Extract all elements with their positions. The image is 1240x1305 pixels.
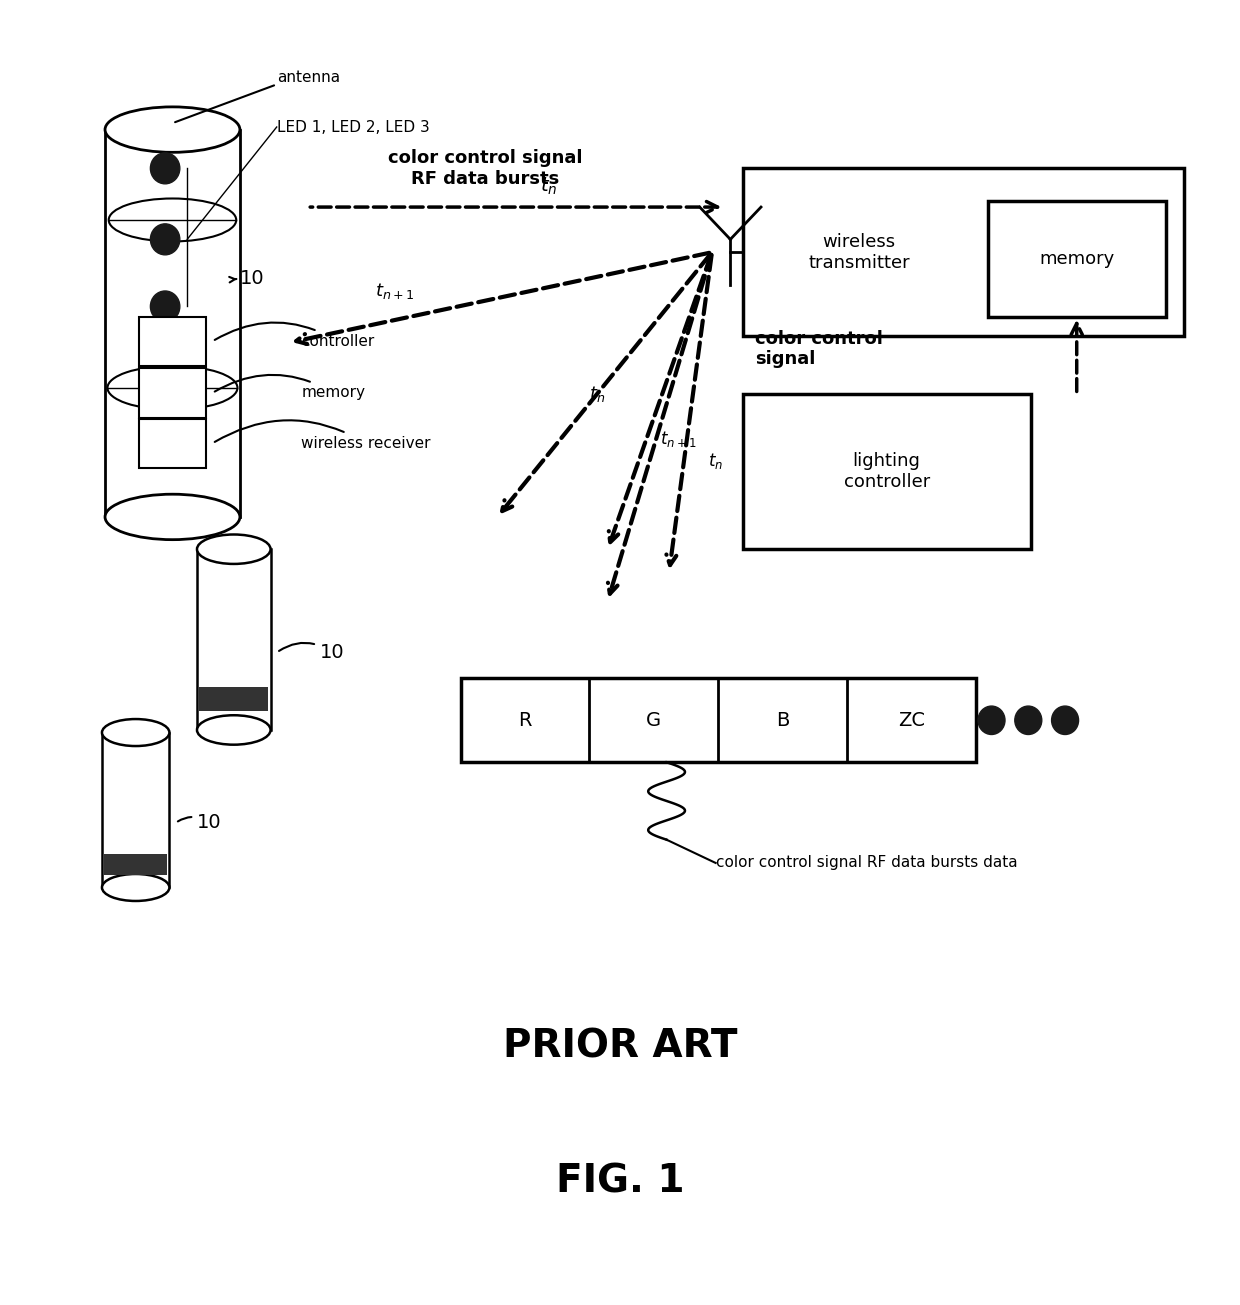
Bar — [139, 419, 206, 468]
Text: wireless
transmitter: wireless transmitter — [808, 232, 910, 271]
Circle shape — [1014, 706, 1042, 735]
Bar — [105, 129, 239, 517]
Text: wireless receiver: wireless receiver — [215, 420, 430, 450]
Bar — [988, 201, 1166, 317]
Circle shape — [150, 153, 180, 184]
Circle shape — [150, 224, 180, 254]
Text: memory: memory — [215, 375, 366, 401]
Ellipse shape — [197, 715, 270, 745]
Text: $t_{n+1}$: $t_{n+1}$ — [374, 281, 414, 301]
Ellipse shape — [197, 535, 270, 564]
Text: $t_n$: $t_n$ — [589, 384, 605, 405]
Text: B: B — [776, 711, 789, 729]
Text: 10: 10 — [279, 643, 345, 662]
Bar — [102, 732, 170, 887]
Circle shape — [978, 706, 1004, 735]
Ellipse shape — [102, 719, 170, 746]
Text: ZC: ZC — [898, 711, 925, 729]
Text: 10: 10 — [239, 269, 264, 287]
Text: PRIOR ART: PRIOR ART — [502, 1027, 738, 1065]
Ellipse shape — [105, 495, 239, 540]
Text: R: R — [518, 711, 532, 729]
Text: $t_{n+1}$: $t_{n+1}$ — [661, 429, 697, 449]
Text: controller: controller — [215, 322, 374, 348]
Bar — [200, 688, 268, 711]
Text: lighting
controller: lighting controller — [843, 453, 930, 491]
Text: memory: memory — [1039, 249, 1115, 268]
Text: $t_n$: $t_n$ — [541, 175, 558, 197]
Text: color control signal RF data bursts data: color control signal RF data bursts data — [715, 856, 1017, 870]
Text: FIG. 1: FIG. 1 — [556, 1163, 684, 1201]
Bar — [743, 394, 1030, 549]
Circle shape — [1052, 706, 1079, 735]
Text: color control signal
RF data bursts: color control signal RF data bursts — [388, 149, 583, 188]
Bar — [460, 679, 976, 762]
Bar — [197, 549, 270, 729]
Bar — [139, 317, 206, 365]
Text: LED 1, LED 2, LED 3: LED 1, LED 2, LED 3 — [277, 120, 429, 134]
Text: $t_n$: $t_n$ — [708, 452, 723, 471]
Text: G: G — [646, 711, 661, 729]
Bar — [104, 853, 167, 874]
Circle shape — [150, 291, 180, 322]
Bar — [743, 168, 1184, 337]
Text: color control
signal: color control signal — [755, 330, 883, 368]
Ellipse shape — [102, 874, 170, 900]
Bar — [139, 368, 206, 418]
Text: antenna: antenna — [277, 70, 340, 85]
Ellipse shape — [105, 107, 239, 153]
Text: 10: 10 — [177, 813, 222, 833]
